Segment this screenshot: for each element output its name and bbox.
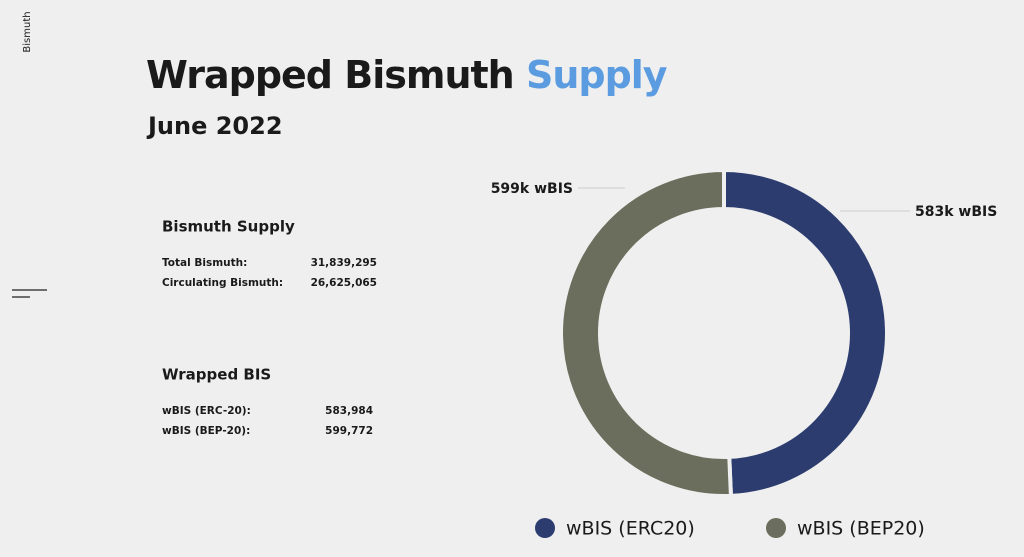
row-label: wBIS (BEP-20):: [162, 425, 250, 437]
donut-segment: [559, 167, 734, 498]
title: Wrapped Bismuth Supply: [146, 53, 668, 97]
row-label: Circulating Bismuth:: [162, 277, 283, 289]
row-label: wBIS (ERC-20):: [162, 405, 251, 417]
side-label: Bismuth: [22, 11, 33, 52]
row-value: 583,984: [325, 405, 373, 417]
subtitle: June 2022: [146, 112, 283, 140]
legend-label: wBIS (BEP20): [797, 518, 925, 540]
value-label: 599k wBIS: [491, 181, 573, 197]
section-heading: Bismuth Supply: [162, 218, 295, 236]
legend-marker: [535, 518, 555, 538]
value-label: 583k wBIS: [915, 204, 997, 220]
row-value: 31,839,295: [311, 257, 377, 269]
title-highlight: Supply: [526, 53, 668, 97]
legend-label: wBIS (ERC20): [566, 518, 695, 540]
title-main: Wrapped Bismuth: [146, 53, 514, 97]
row-value: 26,625,065: [311, 277, 377, 289]
row-label: Total Bismuth:: [162, 257, 247, 269]
row-value: 599,772: [325, 425, 373, 437]
section-heading: Wrapped BIS: [162, 366, 271, 384]
donut-segment: [722, 167, 889, 498]
legend-marker: [766, 518, 786, 538]
